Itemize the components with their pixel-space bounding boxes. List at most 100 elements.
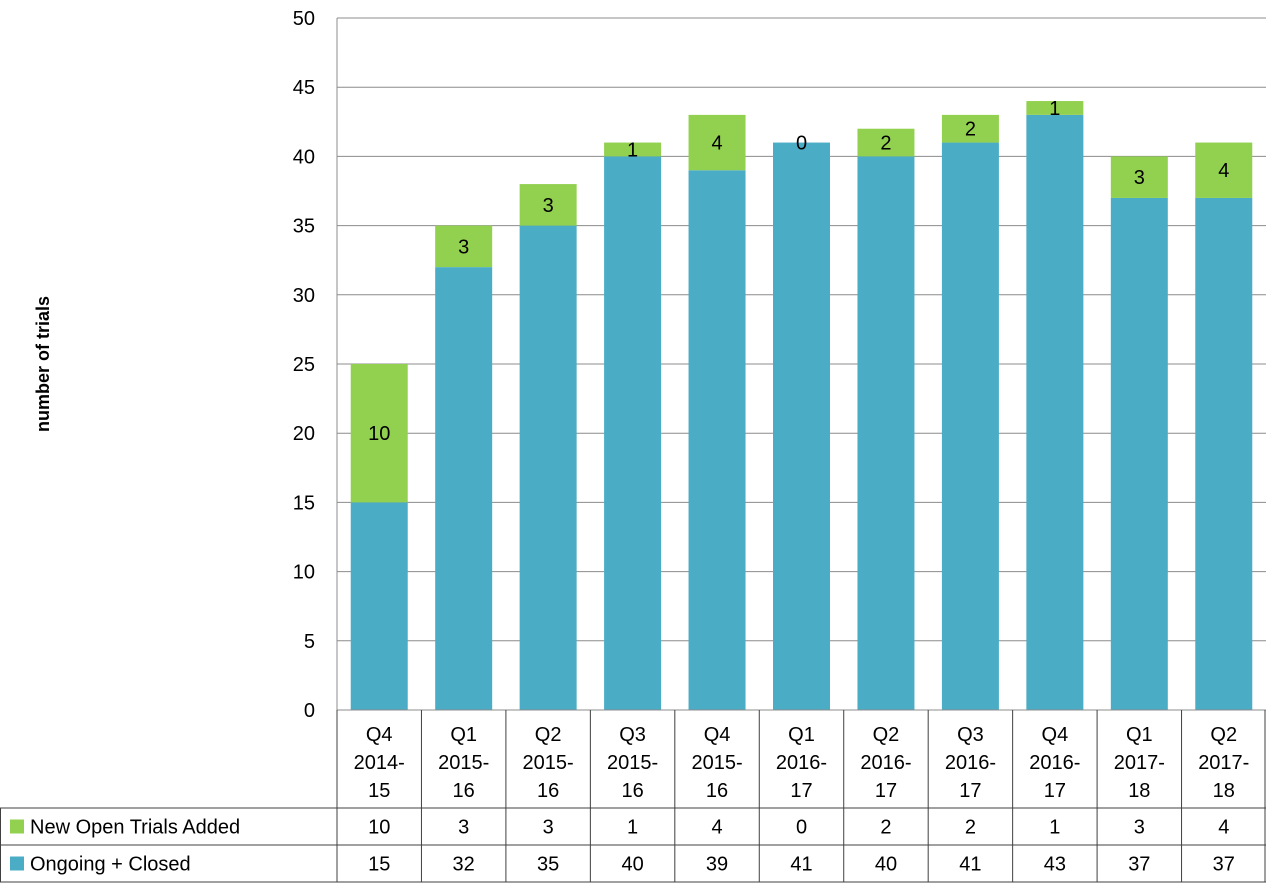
x-category-label: Q1 [450,724,477,746]
data-label: 0 [796,133,807,155]
bar-segment [941,114,999,143]
y-tick-label: 50 [293,8,315,30]
bar-segment [350,364,408,503]
x-category-label: 2015- [523,752,574,774]
table-cell: 32 [453,854,475,876]
bar-segment [1195,142,1253,198]
table-cell: 2 [965,817,976,839]
x-category-label: 18 [1213,780,1235,802]
x-category-label: 17 [790,780,812,802]
x-category-label: 2014- [354,752,405,774]
x-category-label: 15 [368,780,390,802]
data-label: 2 [965,119,976,141]
table-cell: 4 [1218,817,1229,839]
legend-key [10,856,24,871]
table-cell: 35 [537,854,559,876]
x-category-label: 17 [1044,780,1066,802]
bar-segment [519,225,577,710]
table-cell: 40 [621,854,643,876]
data-label: 1 [1049,98,1060,120]
x-category-label: Q4 [1042,724,1069,746]
table-cell: 43 [1044,854,1066,876]
table-cell: 15 [368,854,390,876]
bar-segment [604,156,662,710]
x-category-label: 2016- [1029,752,1080,774]
bar-segment [435,267,493,710]
y-tick-label: 30 [293,285,315,307]
legend-label: New Open Trials Added [30,817,240,839]
x-category-label: Q2 [873,724,900,746]
y-tick-label: 35 [293,216,315,238]
data-label: 3 [1134,167,1145,189]
bar-segment [604,142,662,157]
x-category-label: 2015- [607,752,658,774]
x-category-label: 18 [1128,780,1150,802]
bars [350,101,1253,711]
table-cell: 41 [959,854,981,876]
legend-key [10,819,24,834]
y-tick-label: 0 [304,700,315,722]
bar-segment [350,502,408,710]
table-cell: 1 [627,817,638,839]
data-labels: 10 3 3 1 4 0 2 2 1 3 4 [368,98,1229,445]
table-cell: 3 [543,817,554,839]
x-category-label: 2017- [1198,752,1249,774]
x-category-label: 2016- [860,752,911,774]
x-category-label: Q1 [788,724,815,746]
x-category-label: Q3 [957,724,984,746]
bar-segment [1110,197,1168,711]
x-category-label: 2015- [438,752,489,774]
x-category-label: 2015- [691,752,742,774]
table-cell: 10 [368,817,390,839]
data-label: 2 [880,133,891,155]
x-category-label: 2017- [1114,752,1165,774]
x-category-label: Q2 [535,724,562,746]
x-category-label: Q4 [704,724,731,746]
data-label: 10 [368,423,390,445]
table-cell: 2 [880,817,891,839]
bar-segment [519,184,577,226]
table-cell: 3 [1134,817,1145,839]
data-label: 3 [458,236,469,258]
table-cell: 3 [458,817,469,839]
x-category-label: 16 [706,780,728,802]
table-cell: 40 [875,854,897,876]
y-axis-ticks: 0 5 10 15 20 25 30 35 40 45 50 [293,8,315,722]
bar-segment [688,170,746,711]
table-cell: 37 [1213,854,1235,876]
x-category-label: 17 [875,780,897,802]
x-category-label: 16 [537,780,559,802]
bar-segment [1110,156,1168,198]
y-axis-title: number of trials [33,296,53,432]
data-table: Q42014-15Q12015-16Q22015-16Q32015-16Q420… [0,710,1266,883]
table-cell: 41 [790,854,812,876]
y-tick-label: 20 [293,423,315,445]
x-category-label: 2016- [945,752,996,774]
table-cell: 1 [1049,817,1060,839]
table-cell: 4 [711,817,722,839]
bar-segment [857,128,915,157]
x-category-label: 16 [621,780,643,802]
y-tick-label: 40 [293,146,315,168]
table-cell: 0 [796,817,807,839]
bar-segment [773,142,830,710]
x-category-label: Q3 [619,724,646,746]
y-tick-label: 10 [293,562,315,584]
x-category-label: Q1 [1126,724,1153,746]
y-tick-label: 15 [293,492,315,514]
bar-segment [1026,101,1084,115]
x-category-label: 16 [453,780,475,802]
y-tick-label: 25 [293,354,315,376]
table-cell: 37 [1128,854,1150,876]
bar-segment [857,156,915,710]
bar-segment [1195,197,1253,711]
axes [336,18,1266,711]
x-category-label: Q2 [1210,724,1237,746]
x-category-label: 2016- [776,752,827,774]
data-label: 3 [543,195,554,217]
bar-segment [1026,114,1084,710]
data-label: 4 [1218,160,1229,182]
table-cell: 39 [706,854,728,876]
x-category-label: 17 [959,780,981,802]
